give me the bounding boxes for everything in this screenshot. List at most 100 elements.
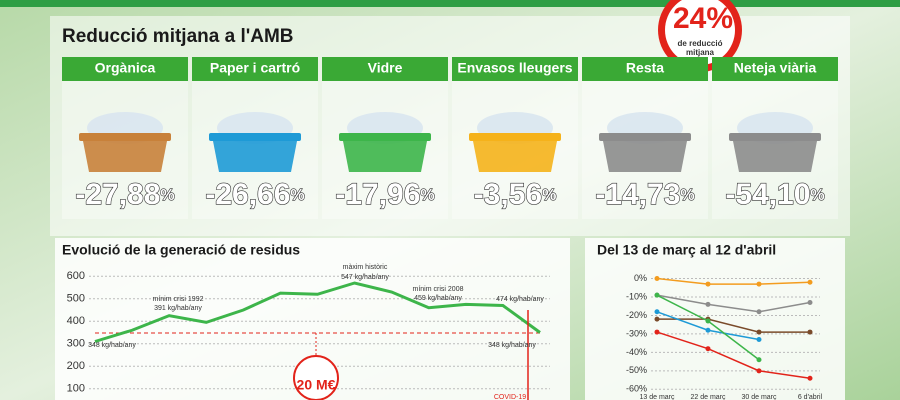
card-name: Neteja viària bbox=[734, 60, 817, 76]
x-tick-label: 6 d'abril bbox=[798, 394, 823, 400]
series-point bbox=[807, 375, 813, 381]
series-point bbox=[705, 327, 711, 333]
card-number: -3,56 bbox=[474, 178, 542, 211]
top-band bbox=[0, 0, 900, 7]
card-number: -14,73 bbox=[595, 178, 680, 211]
basket bbox=[603, 141, 687, 172]
card-unit: % bbox=[810, 187, 824, 204]
badge: 24% de reducció mitjana bbox=[658, 0, 742, 72]
annotation: 459 kg/hab/any bbox=[414, 295, 462, 302]
card-header bbox=[452, 57, 578, 81]
card-name: Orgànica bbox=[95, 60, 156, 76]
y-tick-label: 600 bbox=[67, 270, 85, 282]
series-point bbox=[654, 329, 660, 335]
card-header bbox=[192, 57, 318, 81]
series-point bbox=[705, 318, 711, 324]
annotation: 20 M€ bbox=[297, 377, 336, 393]
card-number: -27,88 bbox=[75, 178, 160, 211]
y-tick-label: -10% bbox=[626, 291, 647, 301]
basket-rim bbox=[339, 133, 431, 141]
card-unit: % bbox=[680, 187, 694, 204]
card-number: -26,66 bbox=[205, 178, 290, 211]
x-tick-label: 30 de març bbox=[741, 394, 777, 400]
y-tick-label: 300 bbox=[67, 338, 85, 350]
card-name: Envasos lleugers bbox=[457, 60, 572, 76]
y-tick-label: -40% bbox=[626, 347, 647, 357]
series-line bbox=[94, 281, 541, 343]
card-unit: % bbox=[542, 187, 556, 204]
card-name: Vidre bbox=[368, 60, 403, 76]
series-point bbox=[807, 300, 813, 306]
card-value: -3,56% bbox=[474, 178, 557, 211]
series-point bbox=[756, 336, 762, 342]
card-unit: % bbox=[420, 187, 434, 204]
y-tick-label: -50% bbox=[626, 365, 647, 375]
basket bbox=[343, 141, 427, 172]
card-header bbox=[322, 57, 448, 81]
cost-circle bbox=[293, 355, 339, 400]
series-point bbox=[654, 309, 660, 315]
basket-rim bbox=[209, 133, 301, 141]
y-tick-label: 400 bbox=[67, 315, 85, 327]
badge-label: mitjana bbox=[686, 48, 715, 57]
chart-title: Del 13 de març al 12 d'abril bbox=[597, 242, 776, 258]
annotation: 547 kg/hab/any bbox=[341, 274, 389, 281]
badge-value: 24% bbox=[673, 2, 733, 35]
y-tick-label: -20% bbox=[626, 310, 647, 320]
annotation: 391 kg/hab/any bbox=[154, 305, 202, 312]
period-panel bbox=[585, 238, 845, 400]
card-value: -14,73% bbox=[595, 178, 694, 211]
annotation: COVID-19 bbox=[494, 394, 526, 400]
series-point bbox=[756, 368, 762, 374]
card-value: -17,96% bbox=[335, 178, 434, 211]
y-tick-label: 200 bbox=[67, 360, 85, 372]
series-point bbox=[756, 281, 762, 287]
y-tick-label: 500 bbox=[67, 293, 85, 305]
x-tick-label: 22 de març bbox=[690, 394, 726, 400]
badge-inner bbox=[665, 0, 735, 65]
x-tick-label: 13 de març bbox=[639, 394, 675, 400]
card-header bbox=[582, 57, 708, 81]
card-name: Paper i cartró bbox=[210, 60, 300, 76]
basket bbox=[473, 141, 557, 172]
card-value: -54,10% bbox=[725, 178, 824, 211]
y-tick-label: 0% bbox=[634, 273, 647, 283]
basket-rim bbox=[729, 133, 821, 141]
annotation: 348 kg/hab/any bbox=[488, 342, 536, 349]
series-point bbox=[807, 279, 813, 285]
card-unit: % bbox=[290, 187, 304, 204]
series-point bbox=[756, 309, 762, 315]
basket-rim bbox=[599, 133, 691, 141]
series-line bbox=[656, 277, 811, 285]
card-number: -17,96 bbox=[335, 178, 420, 211]
basket bbox=[733, 141, 817, 172]
series-point bbox=[756, 357, 762, 363]
card-value: -26,66% bbox=[205, 178, 304, 211]
series-point bbox=[756, 329, 762, 335]
basket bbox=[213, 141, 297, 172]
card-header bbox=[712, 57, 838, 81]
series-point bbox=[705, 301, 711, 307]
series-point bbox=[654, 276, 660, 282]
basket-rim bbox=[469, 133, 561, 141]
series-point bbox=[705, 281, 711, 287]
series-line bbox=[656, 294, 811, 313]
series-point bbox=[705, 346, 711, 352]
card-name: Resta bbox=[626, 60, 664, 76]
badge-label: de reducció bbox=[678, 39, 723, 48]
annotation: màxim històric bbox=[343, 264, 388, 271]
series-point bbox=[654, 292, 660, 298]
chart-title: Evolució de la generació de residus bbox=[62, 242, 300, 258]
series-line bbox=[656, 331, 811, 379]
basket-rim bbox=[79, 133, 171, 141]
series-point bbox=[807, 329, 813, 335]
annotation: mínim crisi 1992 bbox=[153, 296, 204, 303]
card-number: -54,10 bbox=[725, 178, 810, 211]
y-tick-label: 100 bbox=[67, 383, 85, 395]
y-tick-label: -30% bbox=[626, 328, 647, 338]
title: Reducció mitjana a l'AMB bbox=[62, 26, 294, 47]
annotation: 474 kg/hab/any bbox=[496, 296, 544, 303]
card-value: -27,88% bbox=[75, 178, 174, 211]
